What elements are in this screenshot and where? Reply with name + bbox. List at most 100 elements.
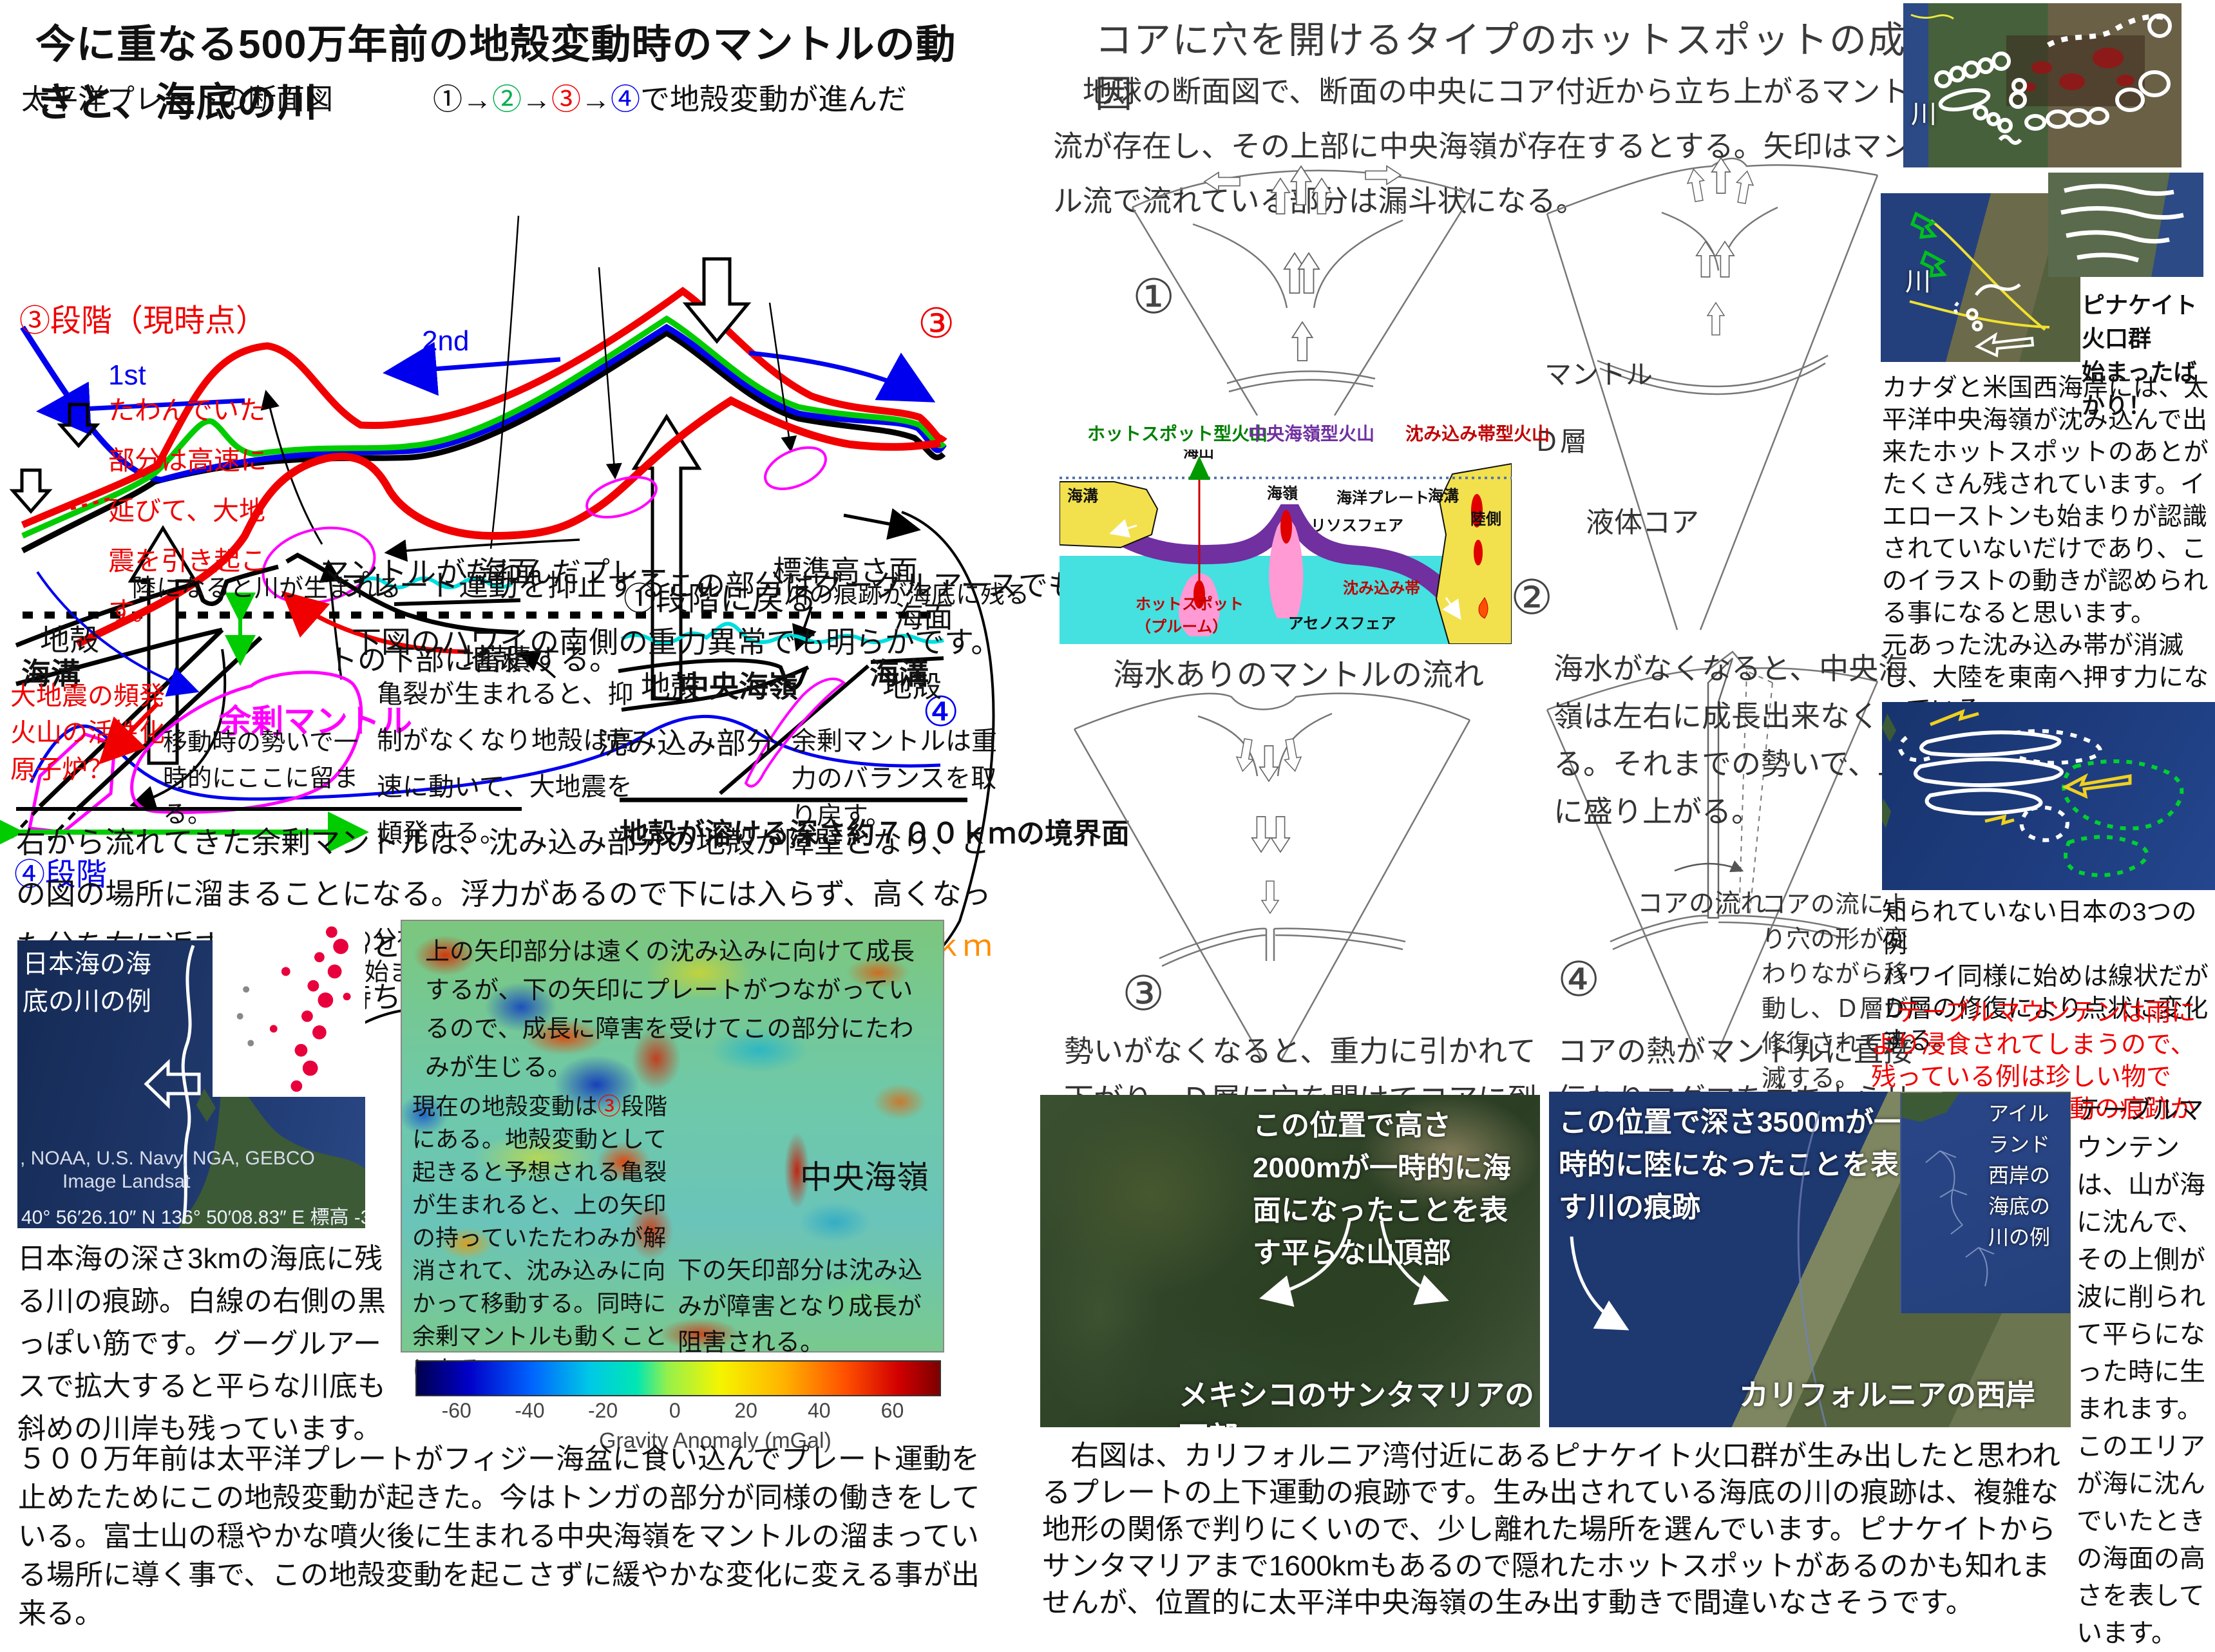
stage2-num: ② [492,82,522,116]
mexico-caption: メキシコのサンタマリアの西部 [1179,1378,1534,1427]
california-baja-satellite-image: 川 [1881,193,2080,362]
stage4-marker: ④ [922,688,960,735]
label-lithosphere: リソスフェア [1311,517,1403,535]
fan2-dlayer-label: Ｄ層 [1533,428,1588,457]
subduction-diagram-image: 海溝 海山 海嶺 海洋プレート 海溝 リソスフェア 陸側 ホットスポット（プルー… [1060,450,1512,644]
stage-sequence: ①→②→③→④で地殻変動が進んだ [433,76,907,119]
label-standard-surface: 標準高さ面 [773,555,918,587]
tick-label: 0 [669,1399,681,1422]
subduction-type-label-subduction: 沈み込み帯型火山 [1405,424,1550,444]
image-attribution-2: Image Landsat [62,1171,191,1192]
fan3-number: ③ [1122,968,1165,1021]
sequence-suffix: で地殻変動が進んだ [640,82,907,116]
stage3-label: ③段階（現時点） [19,304,267,338]
detail-left-surplus-mantle: 余剰マントル [219,703,412,739]
image-attribution: , NOAA, U.S. Navy, NGA, GEBCO [20,1148,315,1169]
page: { "accent_colors": {"red":"#f00000","blu… [0,3,2215,1647]
tick-label: -60 [441,1399,471,1422]
detail-left-red-note2: 火山の活性化 [10,719,165,747]
label-plate: 海洋プレート [1336,489,1429,507]
nw-us-satellite-image: 川 [1903,3,2182,167]
plume-center [1269,518,1304,618]
gravity-colorbar-ticks: -60 -40 -20 0 20 40 60 [415,1399,938,1425]
canada-satellite-image [2048,173,2203,277]
california-annotation: この位置で深さ3500mが一時的に陸になったことを表す川の痕跡 [1559,1106,1903,1223]
stage3-side-note: たわんでいた部分は高速に延びて、大地震を引き起こす。 [108,395,267,626]
gravity-colorbar-label: Gravity Anomaly (mGal) [599,1429,832,1453]
stage4-label: ④段階 [14,858,108,892]
label-land: 陸側 [1470,511,1501,528]
fan4-side-note: コアの流により穴の形が変わりながら移動し、Ｄ層が修復されて消滅する。 [1762,891,1909,1092]
gravity-note-left: 現在の地殻変動は③段階にある。地殻変動として起きると予想される亀裂が生まれると、… [412,1090,670,1385]
label-1st: 1st [108,359,146,391]
subduction-type-label-hotspot: ホットスポット型火山 [1087,424,1268,444]
arrow-icon: → [581,82,611,116]
detail-right-river-trace: 川の痕跡が海底に残る [784,582,1030,609]
california-caption: カリフォルニアの西岸 [1739,1378,2035,1412]
fan4 [1546,650,1879,1060]
river-trace-white-line [181,945,195,1224]
detail-right-sea: 海面 [894,600,953,634]
japan-image-caption: 日本海の深さ3kmの海底に残る川の痕跡。白線の右側の黒っぽい筋です。グーグルアー… [17,1243,386,1445]
stage3-num: ③ [551,82,581,116]
detail-left-sea: 海面 [478,555,537,589]
detail-right-subduction: 沈み込み部分 [598,726,775,760]
left-panel-title: 今に重なる500万年前の地殻変動時のマントルの動きと、海底の川 [35,23,956,125]
detail-left-crust: 地殻 [40,623,99,657]
cross-section-label: 太平洋プレートの断面図 [21,84,333,115]
detail-left-river-note: 陸になると川が生まれる [132,575,402,602]
label-2nd: 2nd [422,325,470,357]
caption1: 海水ありのマントルの流れ [1113,658,1485,692]
label-seamount: 海山 [1183,450,1214,461]
japan-caption-2: ハワイ同様に始めは線状だがＤ層の修復により点状に変化する。 [1882,963,2209,1055]
detail-left-crack-note: 亀裂が生まれると、抑制がなくなり地殻は高速に動いて、大地震を頻発する。 [377,680,634,848]
white-left-arrow-icon [144,1059,201,1109]
stage3-marker: ③ [918,300,955,347]
stage3-caption-line2: 下図のハワイの南側の重力異常でも明らかです。 [352,625,1001,659]
fan2 [1546,157,1879,631]
fan2-mantle-label: マントル [1545,361,1653,390]
japan-examples-caption: 知られていない日本の3つの例 ハワイ同様に始めは線状だがＤ層の修復により点状に変… [1882,897,2214,1058]
gravity-note-bottom: 下の矢印部分は沈み込みが障害となり成長が阻害される。 [678,1257,923,1356]
stage3-caption-line1: プレート運動を抑止するこの部分はグーグルアースでも、 [340,569,1107,602]
pinacate-line2: 始まったばかり！ [2082,359,2197,419]
pinacate-note: ピナケイト火口群 始まったばかり！ [2082,289,2215,422]
stage3-caption: プレート運動を抑止するこの部分はグーグルアースでも、 下図のハワイの南側の重力異… [340,557,1107,670]
japan-examples-satellite-image [1882,702,2215,890]
hotspot-fan-diagrams [1073,157,1879,1062]
tick-label: 60 [880,1399,904,1422]
label-mantle-note-1: マントルがたわんだプレー [320,556,669,589]
label-ridge: 中央海嶺 [680,670,798,703]
mexico-annotation: この位置で高さ2000mが一時的に海面になったことを表す平らな山頂部 [1253,1110,1512,1269]
japan-image-label: 日本海の海底の川の例 [23,950,151,1016]
fan4-flow-label: コアの流れ [1637,889,1766,918]
table-mountain-column-note: テーブルマウンテンは、山が海に沈んで、その上側が波に削られて平らになった時に生ま… [2077,1096,2205,1647]
detail-left-stay-note: 移動時の勢いで一時的にここに留まる。 [163,729,359,828]
detail-right-crust-l: 地殻 [641,670,700,703]
gravity-note-text: 現在の地殻変動は [412,1093,598,1119]
mexico-santamaria-image: この位置で高さ2000mが一時的に海面になったことを表す平らな山頂部 メキシコの… [1040,1095,1540,1427]
gravity-anomaly-map [401,920,944,1353]
earthquake-scatter-inset [213,918,365,1097]
ireland-inset-image: アイルランド西岸の海底の川の例 [1900,1093,2070,1313]
japan-caption-1: 知られていない日本の3つの例 [1882,898,2197,958]
pinacate-line1: ピナケイト火口群 [2082,292,2198,352]
label-hotspot: ホットスポット（プルーム） [1136,596,1244,636]
detail-left-red-note1: 大地震の頻発 [10,682,165,710]
tick-label: 40 [808,1399,831,1422]
detail-diagram-right [618,606,967,802]
detail-left-crust2: 地殻 [462,643,522,676]
arrow-icon: → [462,82,492,116]
fan2-core-label: 液体コア [1586,507,1699,538]
label-trench-r: 海溝 [1428,488,1459,505]
label-mantle-note-2: トの下部に蓄積する。 [328,643,619,676]
fan4-number: ④ [1557,954,1601,1007]
ireland-inset-label: アイルランド西岸の海底の川の例 [1988,1102,2051,1249]
caption2: 海水がなくなると、中央海嶺は左右に成長出来なくなる。それまでの勢いで、上に盛り上… [1554,652,1909,828]
arrow-icon: → [522,82,551,116]
tick-label: 20 [734,1399,757,1422]
right-panel-title: コアに穴を開けるタイプのホットスポットの成因 [1095,19,1907,115]
tick-label: -20 [587,1399,618,1422]
fan1 [1131,165,1473,416]
gravity-ridge-label: 中央海嶺 [800,1159,929,1195]
